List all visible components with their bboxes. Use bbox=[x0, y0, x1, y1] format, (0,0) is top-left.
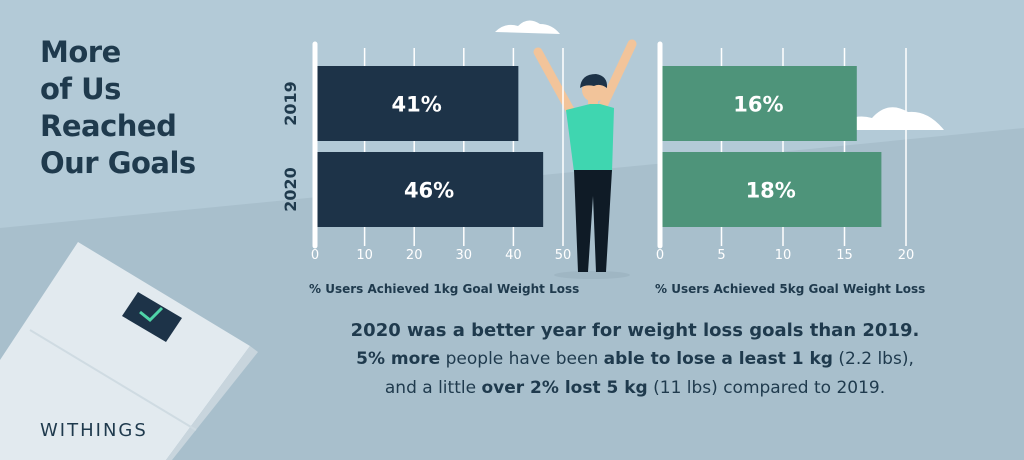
summary-line-2: 5% more people have been able to lose a … bbox=[356, 349, 914, 369]
tick-label: 0 bbox=[311, 248, 319, 263]
summary-bold: 5% more bbox=[356, 349, 441, 369]
tick-label: 0 bbox=[656, 248, 664, 263]
summary-text-part: and a little bbox=[384, 378, 482, 398]
category-label: 2019 bbox=[281, 81, 300, 126]
title-line: Our Goals bbox=[40, 146, 196, 180]
shadow-shape bbox=[554, 271, 630, 279]
category-label: 2020 bbox=[281, 167, 300, 212]
summary-text-part: (11 lbs) compared to 2019. bbox=[647, 378, 886, 398]
bar bbox=[660, 66, 857, 141]
tick-label: 5 bbox=[717, 248, 725, 263]
summary-text: 2020 was a better year for weight loss g… bbox=[290, 316, 980, 403]
tick-label: 10 bbox=[356, 248, 373, 263]
x-axis-label-5kg: % Users Achieved 5kg Goal Weight Loss bbox=[655, 282, 926, 296]
cloud-icon bbox=[495, 20, 560, 34]
summary-headline: 2020 was a better year for weight loss g… bbox=[350, 320, 920, 341]
bar-value-label: 16% bbox=[733, 93, 783, 117]
summary-line-3: and a little over 2% lost 5 kg (11 lbs) … bbox=[385, 378, 885, 398]
title-line: of Us bbox=[40, 72, 121, 106]
bar-value-label: 18% bbox=[746, 179, 796, 203]
title-line: Reached bbox=[40, 109, 177, 143]
bar-value-label: 46% bbox=[404, 179, 454, 203]
summary-bold: over 2% lost 5 kg bbox=[481, 378, 648, 398]
tick-label: 30 bbox=[456, 248, 473, 263]
title-line: More bbox=[40, 35, 121, 69]
tick-label: 50 bbox=[555, 248, 572, 263]
page-title: More of Us Reached Our Goals bbox=[40, 34, 196, 182]
bar bbox=[660, 152, 882, 227]
summary-text-part: (2.2 lbs), bbox=[832, 349, 914, 369]
scale-icon bbox=[0, 242, 258, 460]
summary-bold: able to lose a least 1 kg bbox=[603, 349, 833, 369]
tick-label: 10 bbox=[775, 248, 792, 263]
cloud-icon bbox=[836, 107, 944, 130]
x-axis-label-1kg: % Users Achieved 1kg Goal Weight Loss bbox=[309, 282, 580, 296]
bar-value-label: 41% bbox=[392, 93, 442, 117]
tick-label: 40 bbox=[505, 248, 522, 263]
tick-label: 15 bbox=[836, 248, 853, 263]
bar bbox=[315, 152, 544, 227]
tick-label: 20 bbox=[898, 248, 915, 263]
person-icon bbox=[533, 39, 637, 272]
brand-logo: WITHINGS bbox=[40, 420, 148, 441]
bar bbox=[315, 66, 519, 141]
tick-label: 20 bbox=[406, 248, 423, 263]
summary-text-part: people have been bbox=[440, 349, 604, 369]
